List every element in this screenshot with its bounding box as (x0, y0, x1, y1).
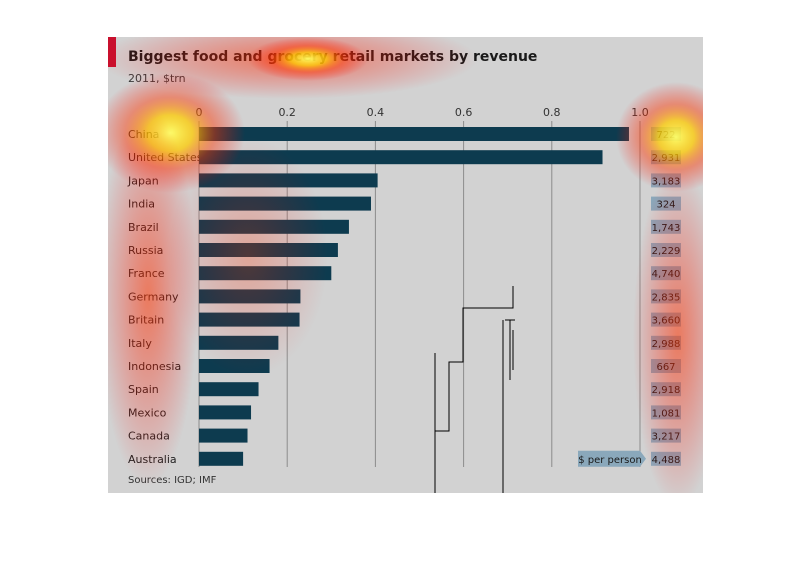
bar (199, 219, 349, 234)
per-person-value: 667 (656, 362, 675, 373)
bar (199, 243, 338, 257)
per-person-value: 324 (656, 200, 675, 211)
category-label: France (128, 267, 165, 280)
bar (199, 196, 371, 211)
bar (199, 289, 301, 304)
x-tick-label: 0.4 (367, 106, 385, 119)
bar (199, 451, 244, 466)
bar (199, 266, 332, 281)
per-person-label-box (578, 450, 646, 467)
bar (199, 335, 279, 350)
chart-source: Sources: IGD; IMF (128, 475, 217, 486)
category-label: Italy (128, 337, 152, 350)
category-label: Britain (128, 314, 164, 327)
x-tick-label: 0.2 (278, 106, 296, 119)
bar (199, 359, 270, 373)
category-label: Indonesia (128, 360, 181, 373)
bar (199, 428, 248, 443)
category-label: Japan (127, 174, 159, 187)
x-tick-label: 0.6 (455, 106, 473, 119)
per-person-value: 2,835 (652, 292, 681, 303)
category-label: Spain (128, 383, 159, 396)
bar (199, 173, 378, 188)
bar-chart: 0 0.2 0.4 0.6 0.8 1.0 China 722 United States 2,9… (127, 106, 681, 467)
category-label: China (128, 128, 159, 141)
per-person-value: 4,740 (652, 269, 681, 280)
per-person-value: 3,217 (652, 432, 681, 443)
category-label: United States (128, 151, 203, 164)
x-tick-label: 1.0 (631, 106, 649, 119)
per-person-value: 4,488 (652, 455, 681, 466)
per-person-value: 722 (656, 130, 675, 141)
per-person-label: $ per person (578, 455, 642, 466)
per-person-value: 2,988 (652, 339, 681, 350)
bar (199, 405, 252, 420)
bar (199, 312, 300, 327)
per-person-value: 2,931 (652, 153, 681, 164)
bar (199, 150, 603, 165)
chart-panel: Biggest food and grocery retail markets … (108, 37, 703, 493)
category-label: Mexico (128, 406, 167, 419)
per-person-value: 1,743 (652, 223, 681, 234)
x-tick-label: 0.8 (543, 106, 561, 119)
category-label: Brazil (128, 221, 159, 234)
x-tick-label: 0 (196, 106, 203, 119)
category-label: Russia (128, 244, 163, 257)
category-label: Canada (128, 430, 170, 443)
category-label: Germany (128, 290, 179, 303)
per-person-value: 2,229 (652, 246, 681, 257)
bar (199, 382, 259, 397)
per-person-value: 1,081 (652, 408, 681, 419)
bar (199, 127, 629, 141)
per-person-value: 2,918 (652, 385, 681, 396)
per-person-value: 3,183 (652, 176, 681, 187)
category-label: India (128, 198, 155, 211)
per-person-value: 3,660 (652, 316, 681, 327)
category-label: Australia (128, 453, 177, 466)
